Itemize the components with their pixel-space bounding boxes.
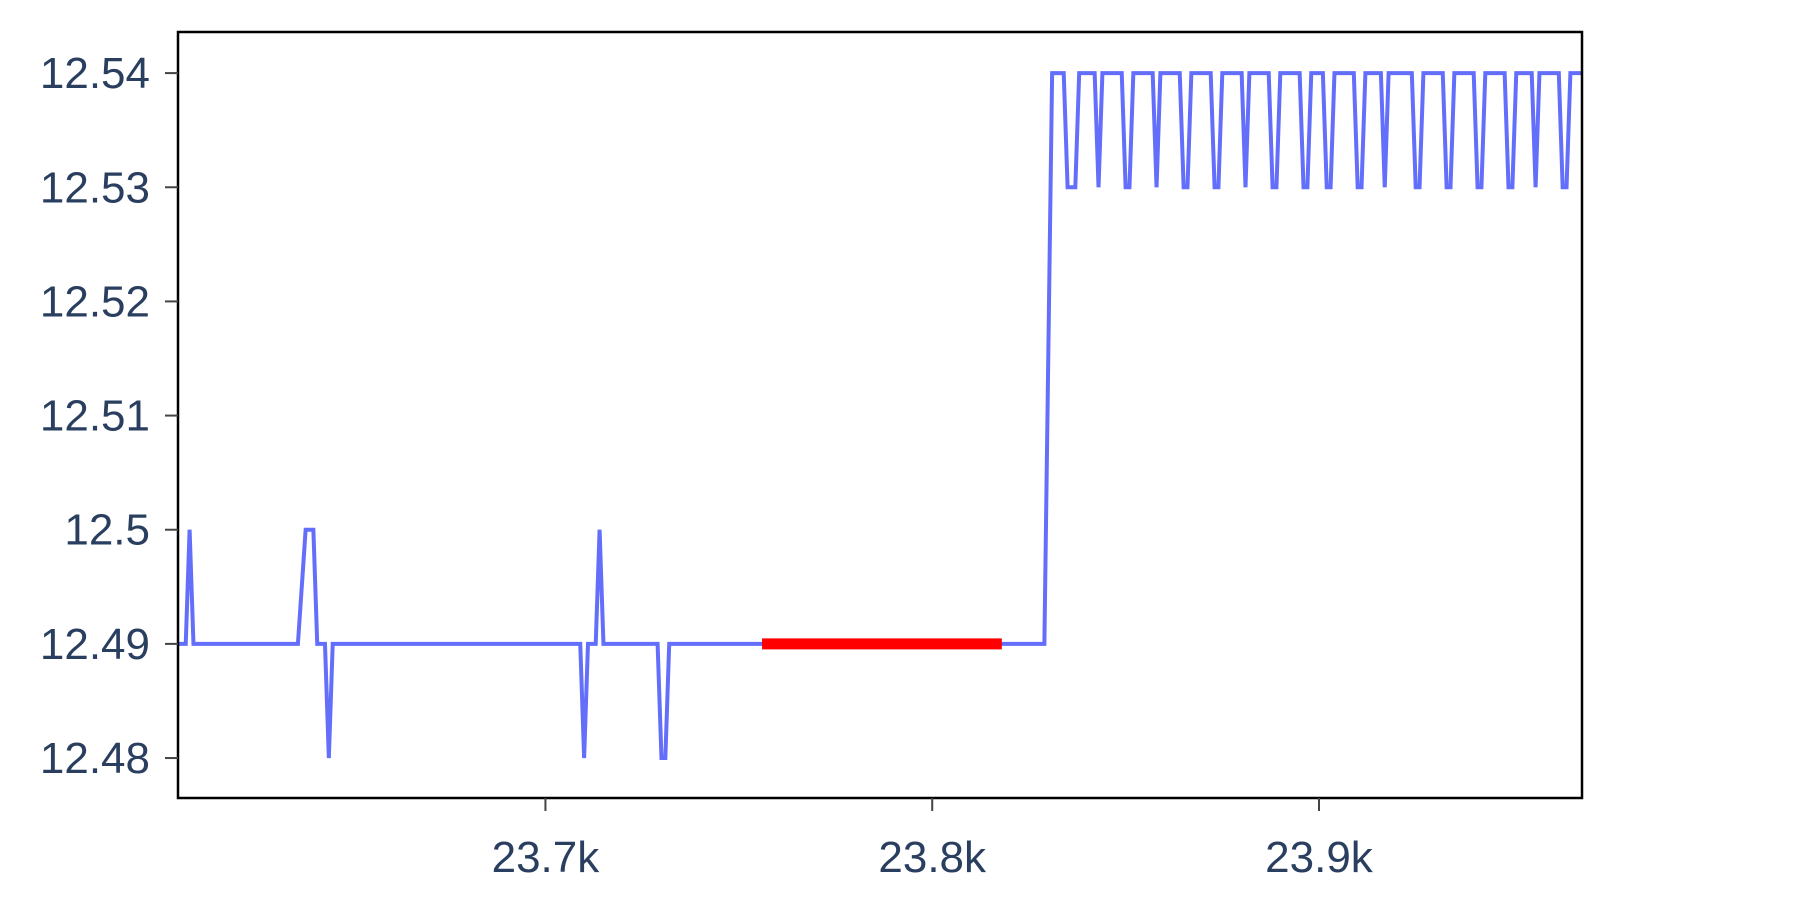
- y-tick-label: 12.51: [40, 392, 150, 441]
- x-tick-label: 23.7k: [492, 833, 601, 882]
- y-tick-label: 12.49: [40, 620, 150, 669]
- y-tick-label: 12.48: [40, 734, 150, 783]
- y-tick-label: 12.5: [64, 506, 150, 555]
- y-tick-label: 12.52: [40, 277, 150, 326]
- x-axis: 23.7k 23.8k 23.9k: [492, 798, 1374, 882]
- series-line: [178, 71, 1582, 761]
- x-tick-label: 23.9k: [1265, 833, 1374, 882]
- series-layer: [178, 71, 1582, 761]
- x-tick-label: 23.8k: [878, 833, 987, 882]
- plot-background: [178, 32, 1582, 798]
- y-axis: 12.48 12.49 12.5 12.51 12.52 12.53 12.54: [40, 49, 178, 783]
- y-tick-label: 12.53: [40, 163, 150, 212]
- y-tick-label: 12.54: [40, 49, 150, 98]
